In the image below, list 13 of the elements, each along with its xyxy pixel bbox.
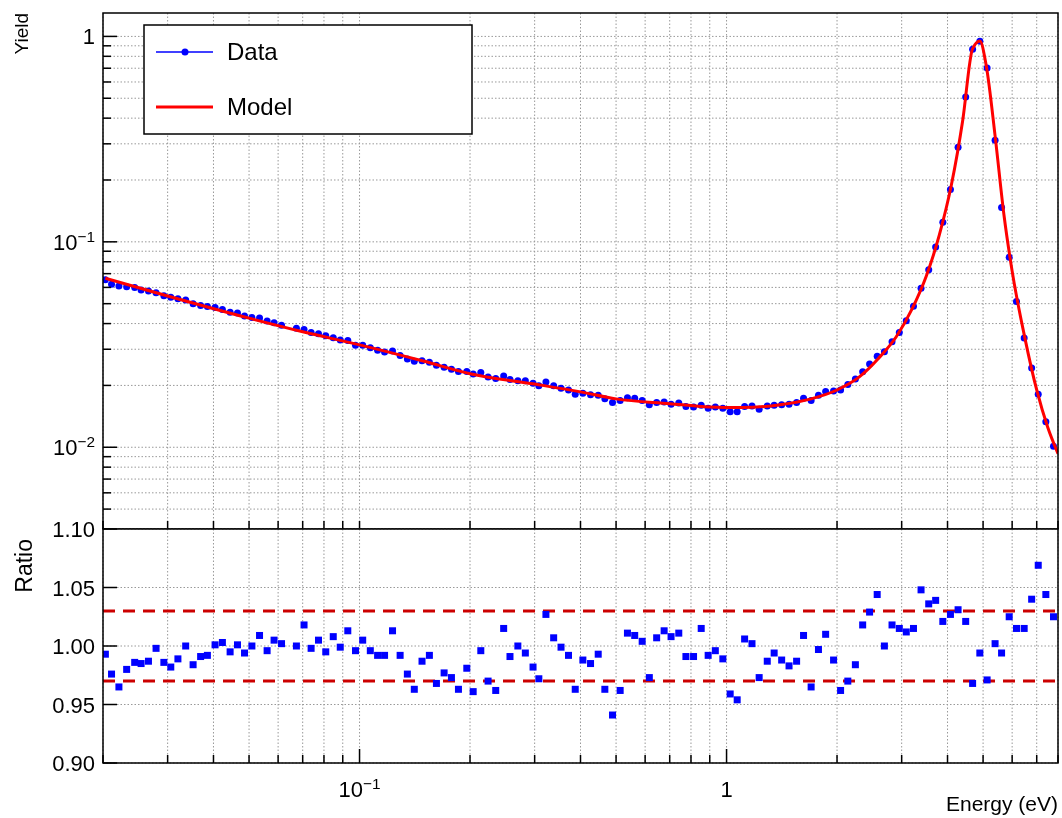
legend-label: Data (227, 38, 279, 65)
y-axis-title: Ratio (11, 539, 37, 593)
y-tick-label: 10$^{−1}$ (52, 227, 95, 255)
y-tick-label: 1.10 (52, 517, 95, 542)
y-axis-title: Yield (11, 13, 32, 55)
y-tick-label: 1 (82, 24, 95, 50)
y-tick-label: 0.90 (52, 751, 95, 776)
y-tick-label: 1.05 (52, 575, 95, 601)
legend-label: Model (227, 93, 293, 120)
x-axis-title: Energy (eV) (945, 792, 1058, 815)
y-tick-label: 0.95 (52, 692, 95, 718)
y-tick-label: 10$^{−2}$ (52, 432, 95, 461)
y-tick-label: 1.00 (52, 634, 95, 659)
